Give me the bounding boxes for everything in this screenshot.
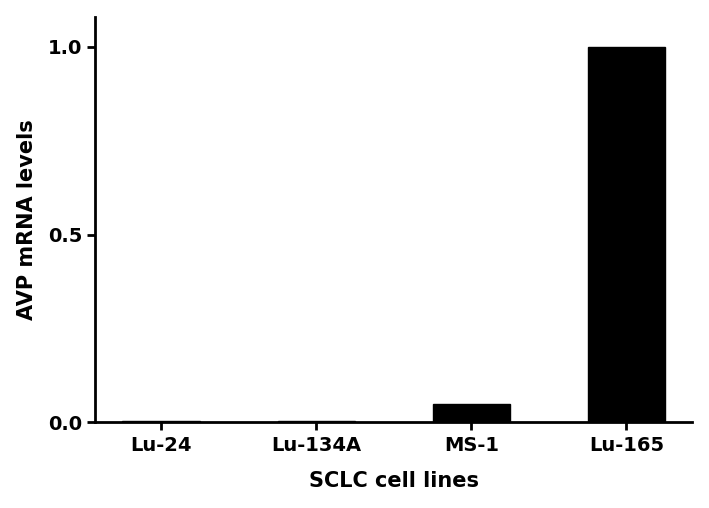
Bar [432,404,510,423]
Y-axis label: AVP mRNA levels: AVP mRNA levels [17,119,37,320]
X-axis label: SCLC cell lines: SCLC cell lines [309,471,479,491]
Bar [277,421,355,423]
Bar [588,47,665,423]
Bar [123,421,200,423]
